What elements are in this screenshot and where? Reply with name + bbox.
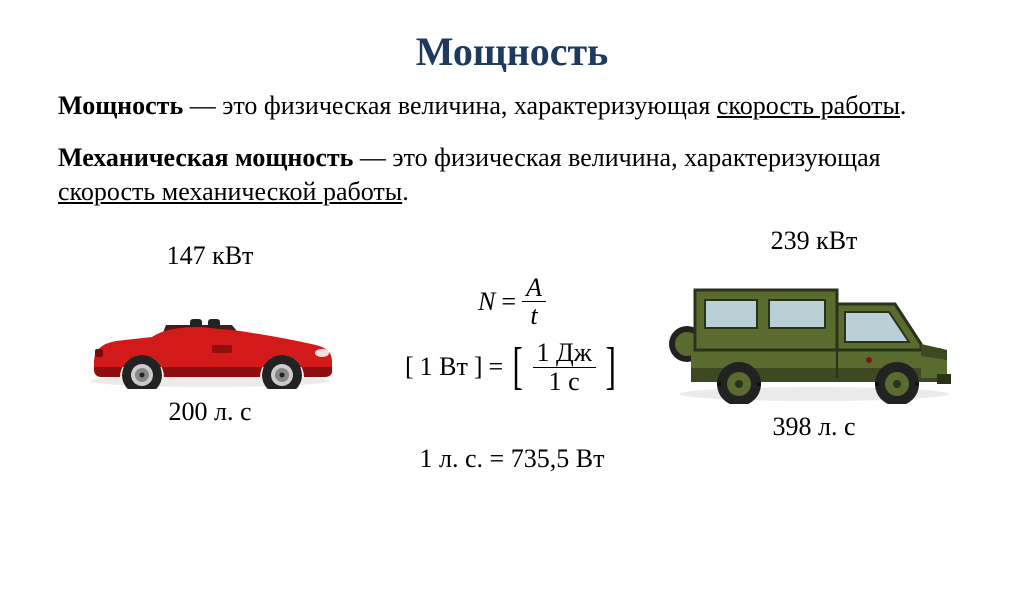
big-rbracket: ] [605,346,615,388]
underline-speed-of-mech-work: скорость механической работы [58,177,402,206]
left-car-hp: 200 л. с [168,397,251,427]
formula-watt-def: [ 1 Вт ] = [ 1 Дж 1 с ] [405,339,619,395]
definition-power: Мощность — это физическая величина, хара… [58,89,966,123]
right-car-hp: 398 л. с [772,412,855,442]
right-car-block: 239 кВт [664,226,964,442]
sports-car-icon [80,279,340,389]
right-car-kw: 239 кВт [771,226,858,256]
horsepower-relation: 1 л. с. = 735,5 Вт [0,444,1024,474]
numerator-a: A [522,274,546,301]
numerator-joule: 1 Дж [533,339,596,366]
denominator-t: t [526,302,541,329]
middle-row: 147 кВт [0,226,1024,442]
page-title: Мощность [0,28,1024,75]
denominator-sec: 1 с [545,368,584,395]
equals: = [501,287,516,317]
formula-n-a-t: N = A t [478,274,546,330]
underline-speed-of-work: скорость работы [717,91,900,120]
one-watt: 1 Вт [420,352,468,382]
var-n: N [478,287,495,317]
big-lbracket: [ [513,346,523,388]
text: . [900,91,907,120]
equals: = [489,352,504,382]
left-car-block: 147 кВт [60,241,360,427]
fraction-a-t: A t [522,274,546,330]
text: — это физическая величина, характеризующ… [183,91,717,120]
military-truck-icon [669,264,959,404]
text: — это физическая величина, характеризующ… [353,143,880,172]
text: . [402,177,409,206]
definition-mech-power: Механическая мощность — это физическая в… [58,141,966,209]
lbracket: [ [405,352,414,382]
term-mech-power: Механическая мощность [58,143,353,172]
definitions: Мощность — это физическая величина, хара… [0,89,1024,208]
left-car-kw: 147 кВт [167,241,254,271]
fraction-j-s: 1 Дж 1 с [533,339,596,395]
term-power: Мощность [58,91,183,120]
rbracket: ] [474,352,483,382]
formula-block: N = A t [ 1 Вт ] = [ 1 Дж 1 с ] [405,274,619,395]
